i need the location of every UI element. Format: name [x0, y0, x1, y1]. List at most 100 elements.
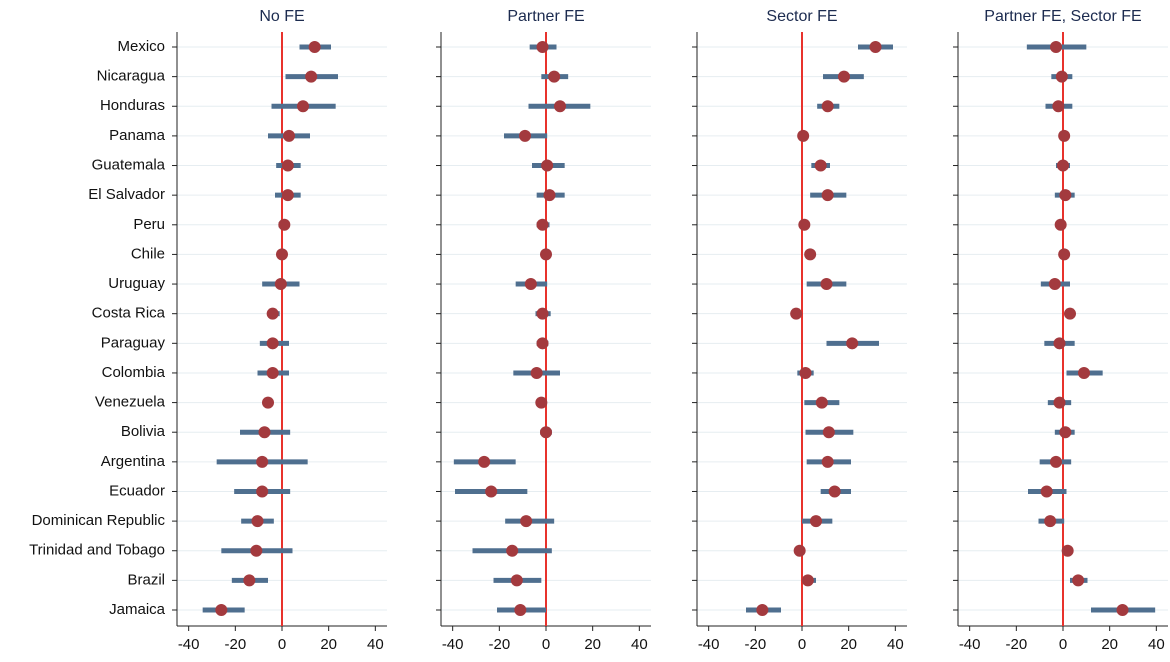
- category-label: Guatemala: [92, 156, 166, 173]
- x-tick-label: -20: [224, 636, 246, 653]
- point-estimate: [801, 574, 814, 587]
- point-estimate: [256, 485, 269, 498]
- point-estimate: [510, 574, 523, 587]
- point-estimate: [251, 515, 264, 528]
- x-tick-label: -40: [959, 636, 981, 653]
- category-label: Bolivia: [121, 423, 166, 440]
- category-label: Argentina: [101, 453, 166, 470]
- category-label: Colombia: [102, 364, 166, 381]
- point-estimate: [1053, 337, 1066, 350]
- point-estimate: [276, 248, 288, 261]
- point-estimate: [554, 100, 566, 113]
- point-estimate: [822, 426, 835, 439]
- point-estimate: [1044, 515, 1057, 528]
- point-estimate: [543, 189, 556, 202]
- point-estimate: [262, 396, 274, 409]
- point-estimate: [814, 159, 827, 172]
- point-estimate: [540, 426, 552, 439]
- category-label: Trinidad and Tobago: [29, 542, 165, 559]
- point-estimate: [797, 129, 810, 142]
- point-estimate: [506, 544, 519, 557]
- point-estimate: [1052, 100, 1065, 113]
- x-tick-label: -20: [488, 636, 510, 653]
- point-estimate: [305, 70, 318, 83]
- point-estimate: [536, 307, 549, 320]
- x-tick-label: 20: [320, 636, 337, 653]
- point-estimate: [258, 426, 271, 439]
- point-estimate: [281, 189, 294, 202]
- point-estimate: [266, 337, 279, 350]
- point-estimate: [1059, 426, 1072, 439]
- point-estimate: [1057, 159, 1069, 172]
- point-estimate: [1050, 41, 1062, 53]
- point-estimate: [790, 307, 803, 320]
- point-estimate: [1072, 574, 1085, 587]
- category-label: Brazil: [127, 571, 165, 588]
- x-tick-label: -40: [698, 636, 720, 653]
- point-estimate: [485, 485, 498, 498]
- x-tick-label: 40: [1148, 636, 1165, 653]
- point-estimate: [278, 218, 291, 231]
- x-tick-label: 40: [887, 636, 904, 653]
- point-estimate: [821, 189, 834, 202]
- x-tick-label: 40: [367, 636, 384, 653]
- point-estimate: [820, 278, 833, 291]
- x-tick-label: 20: [1101, 636, 1118, 653]
- point-estimate: [1058, 129, 1071, 142]
- x-tick-label: 0: [542, 636, 550, 653]
- point-estimate: [281, 159, 294, 172]
- point-estimate: [243, 574, 256, 587]
- x-tick-label: -40: [442, 636, 464, 653]
- point-estimate: [274, 278, 287, 291]
- point-estimate: [821, 100, 834, 113]
- point-estimate: [519, 129, 531, 142]
- point-estimate: [1040, 485, 1053, 498]
- point-estimate: [308, 41, 321, 53]
- point-estimate: [838, 70, 850, 83]
- point-estimate: [793, 544, 806, 557]
- point-estimate: [536, 337, 549, 350]
- category-label: Ecuador: [109, 482, 165, 499]
- x-tick-label: -20: [1005, 636, 1027, 653]
- category-label: Honduras: [100, 97, 165, 114]
- panel-title: Sector FE: [766, 8, 837, 25]
- x-tick-label: -20: [744, 636, 766, 653]
- category-label: Chile: [131, 245, 165, 262]
- point-estimate: [215, 604, 228, 616]
- category-label: Dominican Republic: [32, 512, 166, 529]
- point-estimate: [1050, 455, 1062, 468]
- point-estimate: [828, 485, 841, 498]
- point-estimate: [1058, 248, 1071, 261]
- category-label: Peru: [133, 216, 165, 233]
- point-estimate: [530, 366, 543, 379]
- point-estimate: [297, 100, 309, 113]
- category-label: Mexico: [117, 38, 165, 55]
- point-estimate: [524, 278, 537, 291]
- point-estimate: [815, 396, 828, 409]
- category-label: Nicaragua: [97, 68, 166, 85]
- point-estimate: [869, 41, 882, 53]
- point-estimate: [1059, 189, 1072, 202]
- point-estimate: [756, 604, 769, 616]
- x-tick-label: -40: [178, 636, 200, 653]
- point-estimate: [1078, 366, 1090, 379]
- x-tick-label: 0: [798, 636, 806, 653]
- point-estimate: [804, 248, 817, 261]
- category-label: Paraguay: [101, 334, 166, 351]
- point-estimate: [520, 515, 533, 528]
- point-estimate: [283, 129, 295, 142]
- point-estimate: [266, 307, 279, 320]
- point-estimate: [799, 366, 812, 379]
- category-label: Panama: [109, 127, 166, 144]
- panel-title: Partner FE, Sector FE: [984, 8, 1141, 25]
- point-estimate: [1064, 307, 1076, 320]
- point-estimate: [514, 604, 527, 616]
- x-tick-label: 20: [840, 636, 857, 653]
- x-tick-label: 0: [278, 636, 286, 653]
- category-label: El Salvador: [88, 186, 165, 203]
- panel-title: Partner FE: [507, 8, 584, 25]
- x-tick-label: 20: [584, 636, 601, 653]
- point-estimate: [548, 70, 561, 83]
